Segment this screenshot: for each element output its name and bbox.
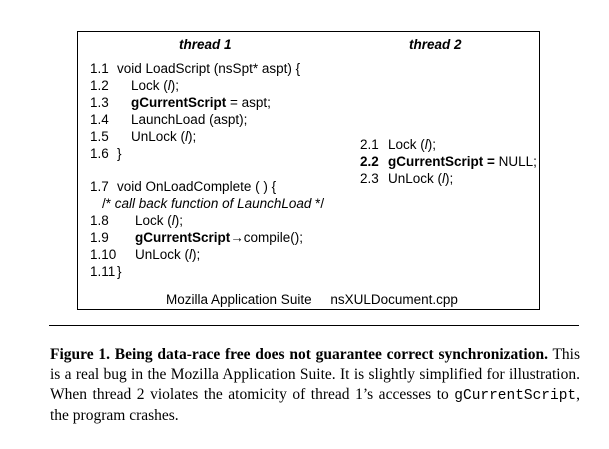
code-line: 1.7 void OnLoadComplete ( ) {	[90, 178, 276, 195]
code-line: 1.4 LaunchLoad (aspt);	[90, 111, 247, 128]
line-number: 2.1	[360, 137, 379, 152]
code-text: void OnLoadComplete ( ) {	[117, 179, 277, 194]
code-line: 2.2 gCurrentScript = NULL;	[360, 153, 537, 170]
code-text: UnLock (	[131, 129, 186, 144]
code-text: Lock (	[388, 137, 425, 152]
code-figure: thread 1 thread 2 1.1 void LoadScript (ns…	[77, 31, 540, 310]
code-text: compile();	[243, 230, 304, 245]
code-line: 1.8 Lock (l);	[90, 212, 183, 229]
code-text: /*	[102, 196, 115, 211]
code-text: l	[189, 247, 193, 262]
code-line: 1.5 UnLock (l);	[90, 128, 196, 145]
code-text: UnLock (	[135, 247, 190, 262]
line-number: 1.6	[90, 146, 109, 161]
figure-caption: Figure 1. Being data-race free does not …	[50, 345, 580, 426]
figure-source: Mozilla Application Suite nsXULDocument.…	[166, 292, 458, 307]
caption-divider	[49, 325, 579, 326]
code-text: Lock (	[131, 78, 168, 93]
line-number: 1.7	[90, 179, 109, 194]
code-text: );	[192, 247, 201, 262]
code-line: 1.1 void LoadScript (nsSpt* aspt) {	[90, 60, 300, 77]
line-number: 1.9	[90, 230, 109, 245]
code-line: 1.6}	[90, 145, 122, 162]
code-text: void LoadScript (nsSpt* aspt) {	[117, 61, 301, 76]
code-text: LaunchLoad (aspt);	[131, 112, 248, 127]
caption-text-end: , the program crashes.	[50, 386, 580, 424]
caption-code: gCurrentScript	[454, 388, 577, 404]
code-text: }	[117, 146, 122, 161]
source-app: Mozilla Application Suite	[166, 292, 312, 307]
line-number: 1.11	[90, 264, 116, 279]
code-line: /* call back function of LaunchLoad */	[102, 195, 324, 212]
code-line: 2.1 Lock (l);	[360, 136, 436, 153]
code-line: 1.11}	[90, 263, 122, 280]
code-text: */	[311, 196, 325, 211]
code-text: l	[442, 171, 446, 186]
line-number: 1.5	[90, 129, 109, 144]
code-text: gCurrentScript	[131, 95, 227, 110]
line-number: 1.8	[90, 213, 109, 228]
code-text: );	[170, 78, 180, 93]
code-text: gCurrentScript =	[388, 154, 495, 169]
line-number: 1.2	[90, 78, 109, 93]
code-line: 1.3 gCurrentScript = aspt;	[90, 94, 271, 111]
line-number: 1.1	[90, 61, 109, 76]
line-number: 1.3	[90, 95, 109, 110]
code-text: NULL;	[494, 154, 537, 169]
code-text: l	[424, 137, 428, 152]
code-text: call back function of LaunchLoad	[114, 196, 312, 211]
source-file: nsXULDocument.cpp	[330, 292, 458, 307]
code-text: UnLock (	[388, 171, 443, 186]
line-number: 1.10	[90, 247, 117, 262]
code-text: );	[427, 137, 437, 152]
code-text: l	[185, 129, 189, 144]
line-number: 1.4	[90, 112, 109, 127]
caption-label: Figure 1.	[50, 346, 111, 363]
code-text: gCurrentScript	[135, 230, 231, 245]
code-text: l	[167, 78, 171, 93]
code-text: );	[188, 129, 197, 144]
code-text: →	[230, 230, 244, 245]
caption-bold-text: Being data-race free does not guarantee …	[114, 346, 548, 363]
line-number: 2.3	[360, 171, 379, 186]
code-line: 1.2 Lock (l);	[90, 77, 179, 94]
thread2-title: thread 2	[409, 37, 462, 52]
code-text: = aspt;	[226, 95, 271, 110]
thread1-title: thread 1	[179, 37, 232, 52]
code-text: }	[117, 264, 122, 279]
code-line: 1.9 gCurrentScript→compile();	[90, 229, 303, 246]
code-text: Lock (	[135, 213, 172, 228]
code-text: );	[174, 213, 184, 228]
caption-text: This is a real bug in the Mozilla Applic…	[50, 346, 581, 403]
code-text: l	[171, 213, 175, 228]
line-number: 2.2	[360, 154, 379, 169]
code-line: 2.3 UnLock (l);	[360, 170, 453, 187]
code-text: );	[445, 171, 454, 186]
code-line: 1.10 UnLock (l);	[90, 246, 200, 263]
